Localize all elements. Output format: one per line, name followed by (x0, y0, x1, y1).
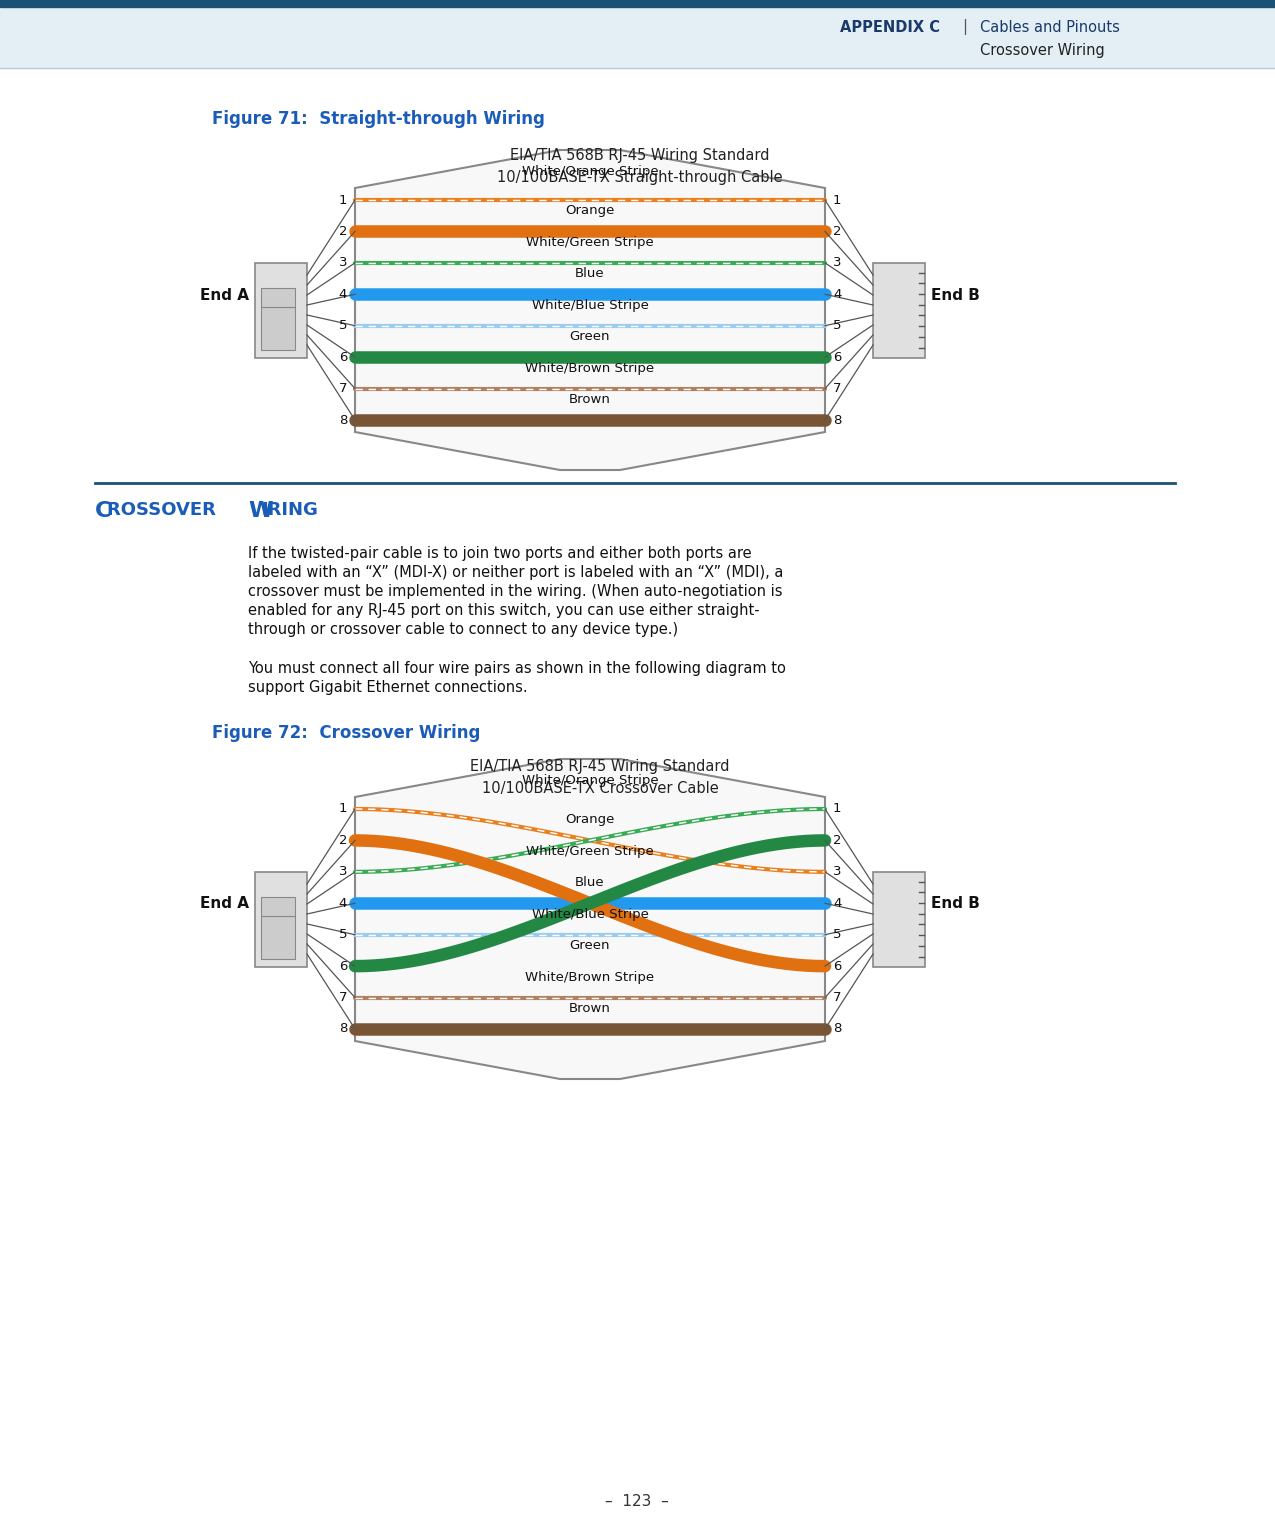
Text: IRING: IRING (261, 501, 317, 519)
Text: 10/100BASE-TX Crossover Cable: 10/100BASE-TX Crossover Cable (482, 781, 718, 797)
Text: You must connect all four wire pairs as shown in the following diagram to: You must connect all four wire pairs as … (249, 660, 785, 676)
Bar (261, 898, 295, 916)
Text: Brown: Brown (569, 1002, 611, 1016)
Text: End B: End B (931, 288, 979, 302)
Text: White/Green Stripe: White/Green Stripe (527, 236, 654, 248)
Text: White/Blue Stripe: White/Blue Stripe (532, 908, 649, 921)
Text: 10/100BASE-TX Straight-through Cable: 10/100BASE-TX Straight-through Cable (497, 170, 783, 185)
Text: enabled for any RJ-45 port on this switch, you can use either straight-: enabled for any RJ-45 port on this switc… (249, 604, 760, 617)
Text: EIA/TIA 568B RJ-45 Wiring Standard: EIA/TIA 568B RJ-45 Wiring Standard (470, 758, 729, 774)
Text: through or crossover cable to connect to any device type.): through or crossover cable to connect to… (249, 622, 678, 637)
Text: 6: 6 (833, 959, 842, 973)
Text: support Gigabit Ethernet connections.: support Gigabit Ethernet connections. (249, 680, 528, 696)
Text: 4: 4 (833, 896, 842, 910)
Text: –  123  –: – 123 – (606, 1495, 669, 1509)
Text: 4: 4 (339, 288, 347, 300)
Text: Green: Green (570, 939, 611, 953)
Text: White/Orange Stripe: White/Orange Stripe (521, 774, 658, 787)
Text: 5: 5 (338, 319, 347, 332)
Text: APPENDIX C: APPENDIX C (840, 20, 940, 35)
Text: 2: 2 (338, 225, 347, 237)
Text: 3: 3 (833, 256, 842, 270)
Text: 2: 2 (833, 225, 842, 237)
Text: 1: 1 (833, 193, 842, 207)
Text: White/Green Stripe: White/Green Stripe (527, 844, 654, 858)
Text: EIA/TIA 568B RJ-45 Wiring Standard: EIA/TIA 568B RJ-45 Wiring Standard (510, 149, 770, 162)
Text: Blue: Blue (575, 876, 604, 889)
Text: White/Brown Stripe: White/Brown Stripe (525, 362, 654, 374)
Text: |: | (963, 18, 966, 35)
Text: If the twisted-pair cable is to join two ports and either both ports are: If the twisted-pair cable is to join two… (249, 545, 752, 561)
Text: Orange: Orange (565, 813, 615, 826)
Text: Blue: Blue (575, 267, 604, 280)
Text: 5: 5 (833, 928, 842, 941)
Text: Figure 71:  Straight-through Wiring: Figure 71: Straight-through Wiring (212, 110, 544, 129)
Bar (261, 306, 295, 349)
Polygon shape (354, 758, 825, 1079)
Text: 7: 7 (833, 381, 842, 395)
Text: 4: 4 (339, 896, 347, 910)
Text: 5: 5 (338, 928, 347, 941)
Text: End A: End A (200, 896, 250, 912)
Text: Green: Green (570, 329, 611, 343)
Text: 7: 7 (338, 991, 347, 1003)
Text: 1: 1 (338, 803, 347, 815)
Text: 7: 7 (833, 991, 842, 1003)
Text: 2: 2 (338, 833, 347, 847)
Text: labeled with an “X” (MDI-X) or neither port is labeled with an “X” (MDI), a: labeled with an “X” (MDI-X) or neither p… (249, 565, 783, 581)
Text: 1: 1 (338, 193, 347, 207)
Text: End B: End B (931, 896, 979, 912)
Bar (873, 872, 924, 967)
Text: W: W (249, 501, 273, 521)
Text: crossover must be implemented in the wiring. (When auto-negotiation is: crossover must be implemented in the wir… (249, 584, 783, 599)
Text: Cables and Pinouts: Cables and Pinouts (980, 20, 1119, 35)
Text: ROSSOVER: ROSSOVER (107, 501, 222, 519)
Text: 8: 8 (833, 1022, 842, 1036)
Text: 6: 6 (339, 959, 347, 973)
Text: 1: 1 (833, 803, 842, 815)
Text: C: C (96, 501, 111, 521)
Text: 2: 2 (833, 833, 842, 847)
Text: Orange: Orange (565, 204, 615, 218)
Text: 3: 3 (338, 866, 347, 878)
Bar (0, 0, 1275, 8)
Bar (261, 916, 295, 959)
Bar (261, 288, 295, 306)
Text: White/Brown Stripe: White/Brown Stripe (525, 971, 654, 984)
Text: 4: 4 (833, 288, 842, 300)
Bar (255, 262, 307, 357)
Bar (873, 262, 924, 357)
Text: End A: End A (200, 288, 250, 302)
Text: 7: 7 (338, 381, 347, 395)
Polygon shape (354, 150, 825, 470)
Text: Brown: Brown (569, 394, 611, 406)
Text: 3: 3 (833, 866, 842, 878)
Text: 6: 6 (339, 351, 347, 363)
Bar (0, 8, 1275, 67)
Text: Crossover Wiring: Crossover Wiring (980, 43, 1104, 58)
Text: 6: 6 (833, 351, 842, 363)
Text: 8: 8 (339, 1022, 347, 1036)
Text: 8: 8 (339, 414, 347, 426)
Text: 3: 3 (338, 256, 347, 270)
Text: White/Orange Stripe: White/Orange Stripe (521, 165, 658, 178)
Text: Figure 72:  Crossover Wiring: Figure 72: Crossover Wiring (212, 725, 481, 741)
Text: 8: 8 (833, 414, 842, 426)
Bar (255, 872, 307, 967)
Text: 5: 5 (833, 319, 842, 332)
Text: White/Blue Stripe: White/Blue Stripe (532, 299, 649, 311)
